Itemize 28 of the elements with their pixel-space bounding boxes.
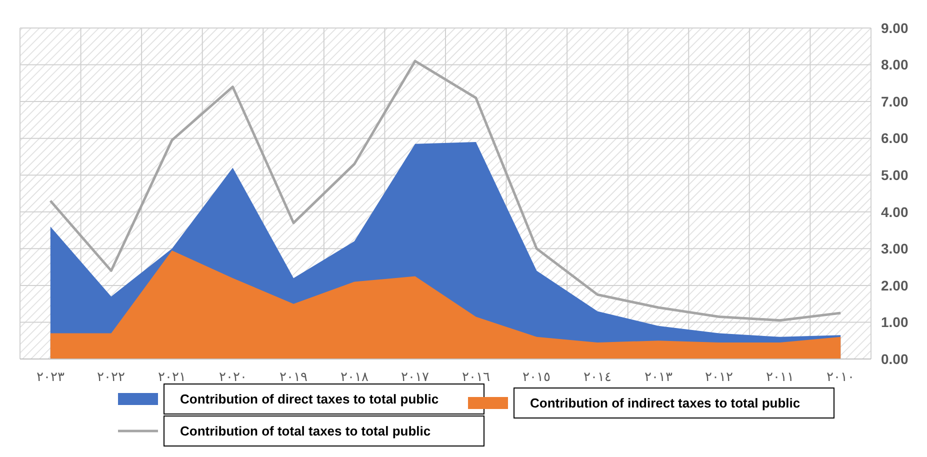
x-tick-label: ٢٠١٣ <box>644 369 672 384</box>
x-tick-label: ٢٠١٧ <box>401 369 430 384</box>
legend-label: Contribution of total taxes to total public <box>180 424 431 439</box>
x-tick-label: ٢٠١٨ <box>340 369 368 384</box>
x-tick-label: ٢٠٢١ <box>158 369 186 384</box>
y-tick-label: 8.00 <box>881 56 908 73</box>
y-tick-label: 7.00 <box>881 93 908 110</box>
x-tick-label: ٢٠١٤ <box>583 369 612 384</box>
y-tick-label: 0.00 <box>881 350 908 367</box>
y-tick-label: 6.00 <box>881 130 908 146</box>
x-tick-label: ٢٠١٢ <box>705 369 734 384</box>
x-tick-label: ٢٠١١ <box>766 369 794 384</box>
x-tick-label: ٢٠٢٣ <box>36 369 64 384</box>
legend-label: Contribution of direct taxes to total public <box>180 392 439 407</box>
x-tick-label: ٢٠١٥ <box>522 369 551 384</box>
y-tick-label: 5.00 <box>881 167 908 184</box>
legend-label: Contribution of indirect taxes to total public <box>530 396 800 411</box>
x-tick-label: ٢٠١٦ <box>462 369 490 384</box>
y-tick-label: 3.00 <box>881 240 908 257</box>
y-tick-label: 4.00 <box>881 204 908 220</box>
y-tick-label: 2.00 <box>881 277 908 294</box>
x-tick-label: ٢٠١٠ <box>826 369 855 384</box>
y-tick-label: 9.00 <box>881 20 908 36</box>
line-series <box>49 60 842 322</box>
x-tick-label: ٢٠٢٠ <box>218 369 247 384</box>
x-tick-label: ٢٠١٩ <box>280 369 308 384</box>
x-tick-label: ٢٠٢٢ <box>97 369 126 384</box>
y-tick-label: 1.00 <box>881 314 908 330</box>
